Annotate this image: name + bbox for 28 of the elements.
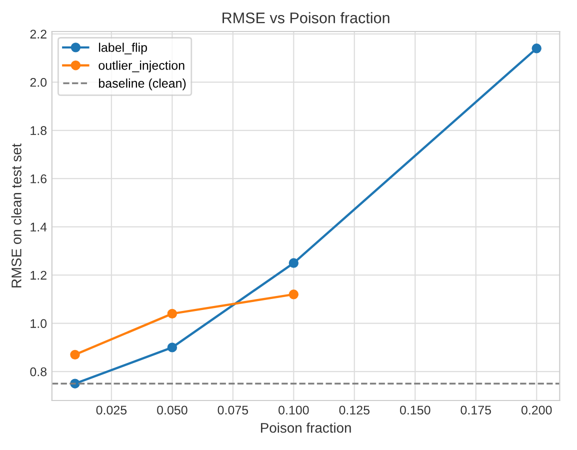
y-tick-label: 1.8 (30, 126, 47, 136)
x-axis-title: Poison fraction (261, 422, 351, 433)
point (70, 350, 80, 360)
x-tick-label: 0.175 (460, 406, 491, 415)
y-tick-label: 0.8 (30, 367, 47, 376)
y-tick-label: 2.2 (30, 30, 46, 38)
legend-label: label_flip (99, 42, 147, 54)
x-tick-label: 0.150 (400, 406, 430, 415)
x-tick-label: 0.125 (339, 406, 370, 415)
x-tick-label: 0.025 (96, 406, 127, 415)
y-tick-label: 1.6 (30, 174, 47, 184)
y-tick-label: 1.0 (30, 319, 47, 328)
x-tick-label: 0.100 (278, 406, 309, 415)
y-tick-label: 2.0 (30, 78, 47, 87)
point (532, 44, 542, 54)
point (167, 308, 178, 319)
legend-label: outlier_injection (98, 60, 184, 72)
chart-title: RMSE vs Poison fraction (222, 12, 390, 24)
point (167, 342, 178, 352)
legend-label: baseline (clean) (98, 78, 186, 90)
point (288, 258, 299, 268)
point (288, 290, 299, 300)
y-tick-label: 1.4 (30, 222, 47, 232)
x-tick-label: 0.075 (218, 406, 248, 415)
x-tick-label: 0.200 (521, 406, 552, 415)
y-tick-label: 1.2 (30, 270, 46, 280)
y-axis-title: RMSE on clean test set (11, 144, 22, 288)
x-tick-label: 0.050 (157, 406, 188, 415)
